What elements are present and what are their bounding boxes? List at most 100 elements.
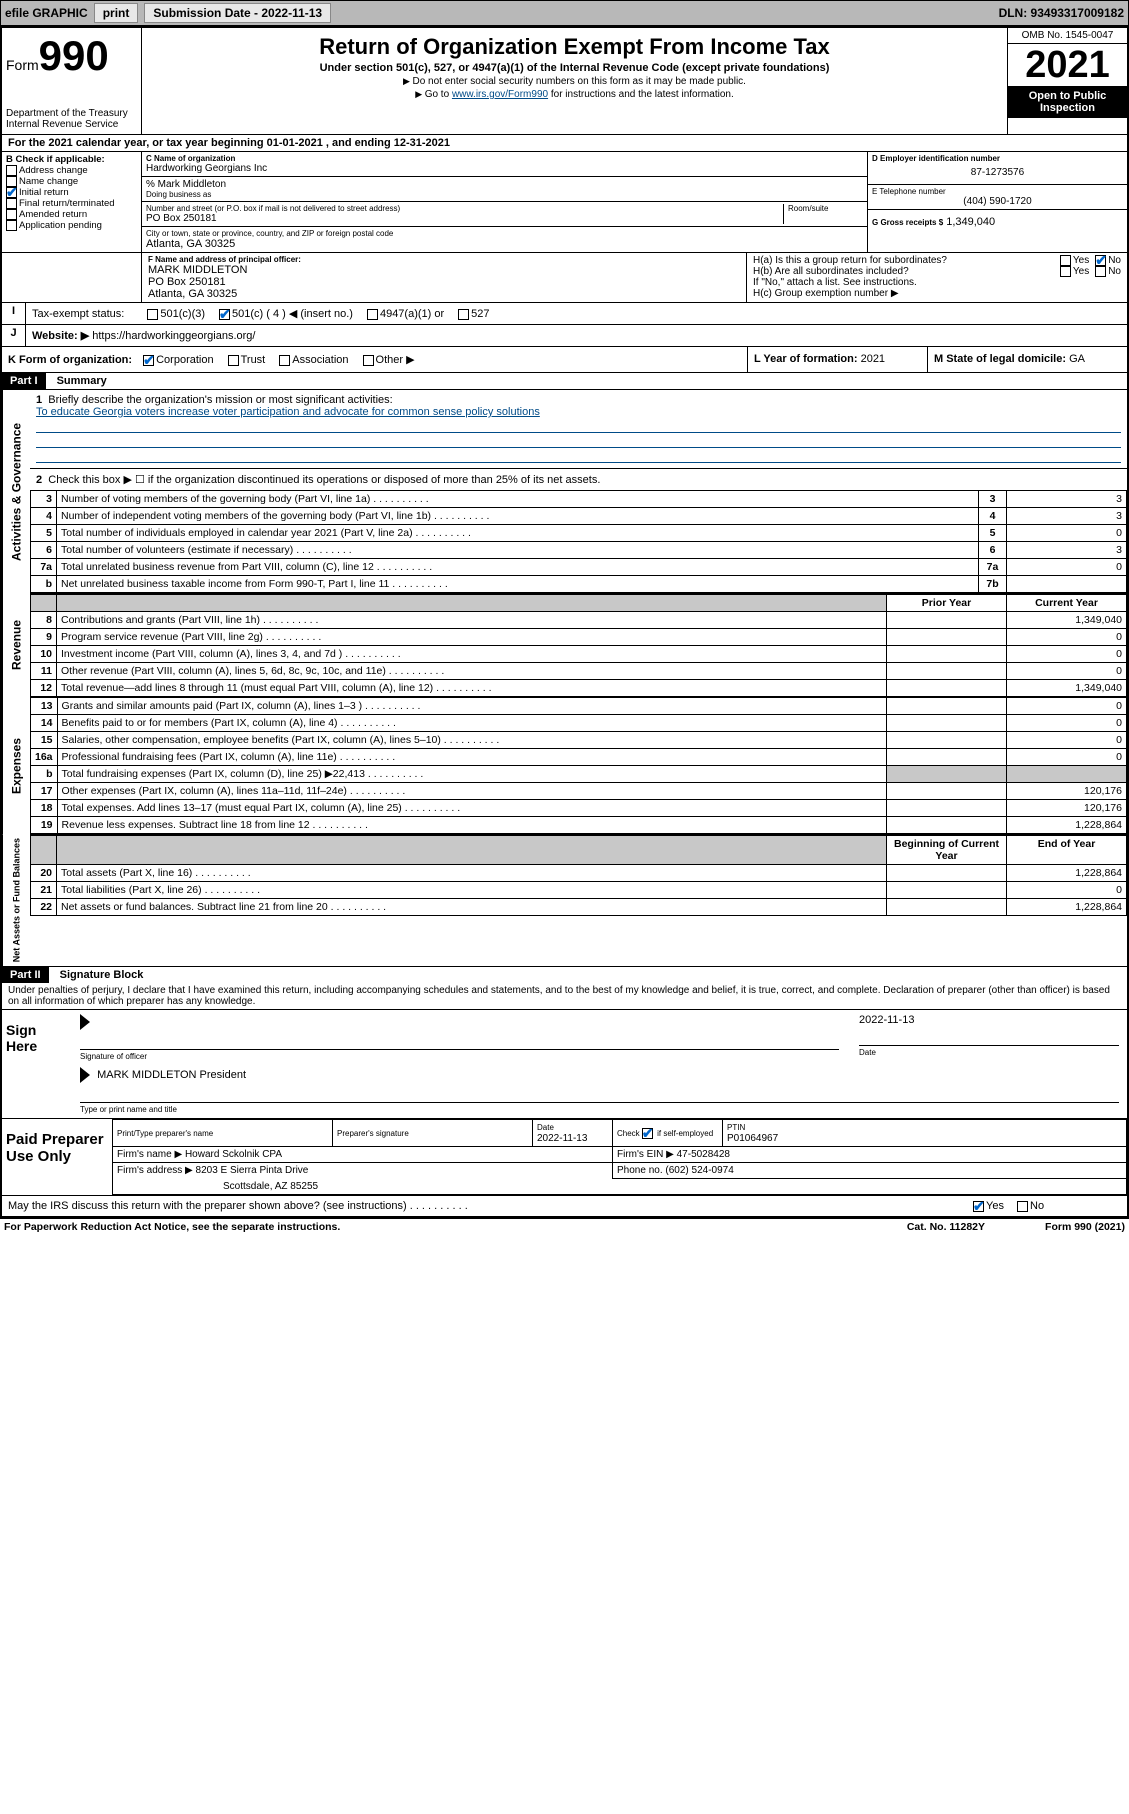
checkbox-icon[interactable]	[6, 220, 17, 231]
irs-link[interactable]: www.irs.gov/Form990	[452, 89, 548, 100]
summary-netassets: Net Assets or Fund Balances Beginning of…	[2, 834, 1127, 967]
checkbox-icon[interactable]	[363, 355, 374, 366]
paid-preparer-label: Paid Preparer Use Only	[2, 1119, 112, 1195]
year-formation-label: L Year of formation:	[754, 353, 858, 365]
form-word: Form	[6, 57, 39, 73]
ha-label: H(a) Is this a group return for subordin…	[753, 255, 1060, 266]
table-row: 16aProfessional fundraising fees (Part I…	[31, 749, 1127, 766]
checkbox-icon[interactable]	[143, 355, 154, 366]
sig-name-label: Type or print name and title	[80, 1105, 1119, 1114]
form-org-option[interactable]: Other ▶	[363, 354, 415, 366]
netassets-table: Beginning of Current YearEnd of Year20To…	[30, 834, 1127, 916]
checkbox-icon[interactable]	[367, 309, 378, 320]
box-b-item[interactable]: Initial return	[6, 187, 137, 198]
mission-label: Briefly describe the organization's miss…	[48, 394, 392, 406]
hb-no-checkbox[interactable]	[1095, 266, 1106, 277]
table-row: 20Total assets (Part X, line 16)1,228,86…	[31, 865, 1127, 882]
submission-date-button[interactable]: Submission Date - 2022-11-13	[144, 3, 331, 23]
sig-date-label: Date	[859, 1048, 1119, 1057]
org-name-label: C Name of organization	[146, 154, 863, 163]
box-b-item[interactable]: Name change	[6, 176, 137, 187]
vlabel-revenue: Revenue	[2, 593, 30, 697]
addr-label: Number and street (or P.O. box if mail i…	[146, 204, 783, 213]
box-b-item[interactable]: Amended return	[6, 209, 137, 220]
efile-topbar: efile GRAPHIC print Submission Date - 20…	[0, 0, 1129, 26]
hc-label: H(c) Group exemption number ▶	[753, 288, 1121, 299]
tax-status-option[interactable]: 4947(a)(1) or	[367, 308, 444, 320]
ein-value: 87-1273576	[872, 163, 1123, 182]
tax-status-option[interactable]: 501(c) ( 4 ) ◀ (insert no.)	[219, 308, 353, 320]
form-org-label: K Form of organization:	[8, 354, 132, 366]
efile-label: efile GRAPHIC	[5, 6, 88, 20]
checkbox-icon[interactable]	[6, 165, 17, 176]
table-row: 13Grants and similar amounts paid (Part …	[31, 698, 1127, 715]
officer-name: MARK MIDDLETON	[148, 264, 740, 276]
gross-label: G Gross receipts $	[872, 218, 943, 227]
print-button[interactable]: print	[94, 3, 139, 23]
table-row: bTotal fundraising expenses (Part IX, co…	[31, 766, 1127, 783]
governance-table: 3Number of voting members of the governi…	[30, 490, 1127, 593]
table-row: 21Total liabilities (Part X, line 26)0	[31, 882, 1127, 899]
checkbox-icon[interactable]	[279, 355, 290, 366]
tax-status-option[interactable]: 527	[458, 308, 489, 320]
checkbox-icon[interactable]	[219, 309, 230, 320]
discuss-yes-checkbox[interactable]	[973, 1201, 984, 1212]
city-value: Atlanta, GA 30325	[146, 238, 863, 250]
form-org-option[interactable]: Association	[279, 354, 348, 366]
hb-label: H(b) Are all subordinates included?	[753, 266, 1060, 277]
checkbox-icon[interactable]	[6, 209, 17, 220]
gross-value: 1,349,040	[946, 216, 995, 228]
cat-no: Cat. No. 11282Y	[907, 1221, 985, 1233]
form-ref: Form 990 (2021)	[1045, 1221, 1125, 1233]
checkbox-icon[interactable]	[6, 198, 17, 209]
vlabel-expenses: Expenses	[2, 697, 30, 834]
phone-label: E Telephone number	[872, 187, 1123, 196]
tax-exempt-label: Tax-exempt status:	[32, 308, 124, 320]
sig-officer-label: Signature of officer	[80, 1052, 839, 1061]
dba-label: Doing business as	[146, 190, 863, 199]
ha-no-checkbox[interactable]	[1095, 255, 1106, 266]
section-bcdefg: B Check if applicable: Address changeNam…	[2, 152, 1127, 253]
hb-yes-checkbox[interactable]	[1060, 266, 1071, 277]
mission-value[interactable]: To educate Georgia voters increase voter…	[36, 406, 540, 418]
year-formation-value: 2021	[861, 353, 885, 365]
table-row: 18Total expenses. Add lines 13–17 (must …	[31, 800, 1127, 817]
sig-date-value: 2022-11-13	[859, 1014, 1119, 1026]
tax-status-option[interactable]: 501(c)(3)	[147, 308, 205, 320]
addr-value: PO Box 250181	[146, 213, 783, 224]
care-of: % Mark Middleton	[146, 179, 863, 190]
part-i-header: Part I Summary	[2, 373, 1127, 390]
self-employed-checkbox[interactable]	[642, 1128, 653, 1139]
table-row: 15Salaries, other compensation, employee…	[31, 732, 1127, 749]
tax-year: 2021	[1008, 44, 1127, 86]
table-row: 22Net assets or fund balances. Subtract …	[31, 899, 1127, 916]
table-row: 7aTotal unrelated business revenue from …	[31, 559, 1127, 576]
table-row: 10Investment income (Part VIII, column (…	[31, 646, 1127, 663]
form-org-option[interactable]: Corporation	[143, 354, 213, 366]
box-b-item[interactable]: Address change	[6, 165, 137, 176]
goto-pre: Go to	[415, 89, 452, 100]
box-klm: K Form of organization: Corporation Trust…	[2, 347, 1127, 373]
box-h: H(a) Is this a group return for subordin…	[747, 253, 1127, 302]
checkbox-icon[interactable]	[147, 309, 158, 320]
checkbox-icon[interactable]	[458, 309, 469, 320]
form-org-option[interactable]: Trust	[228, 354, 266, 366]
summary-expenses: Expenses 13Grants and similar amounts pa…	[2, 697, 1127, 834]
goto-post: for instructions and the latest informat…	[548, 89, 734, 100]
hb-note: If "No," attach a list. See instructions…	[753, 277, 1121, 288]
discuss-no-checkbox[interactable]	[1017, 1201, 1028, 1212]
header-left: Form990 Department of the Treasury Inter…	[2, 28, 142, 134]
ha-yes-checkbox[interactable]	[1060, 255, 1071, 266]
table-row: 19Revenue less expenses. Subtract line 1…	[31, 817, 1127, 834]
section-fh: F Name and address of principal officer:…	[2, 253, 1127, 303]
box-b-item[interactable]: Final return/terminated	[6, 198, 137, 209]
checkbox-icon[interactable]	[228, 355, 239, 366]
header-mid: Return of Organization Exempt From Incom…	[142, 28, 1007, 134]
line-a: For the 2021 calendar year, or tax year …	[2, 135, 1127, 152]
room-label: Room/suite	[788, 204, 863, 213]
checkbox-icon[interactable]	[6, 187, 17, 198]
box-c: C Name of organization Hardworking Georg…	[142, 152, 867, 252]
box-b-item[interactable]: Application pending	[6, 220, 137, 231]
dln-label: DLN: 93493317009182	[999, 6, 1124, 20]
table-row: 9Program service revenue (Part VIII, lin…	[31, 629, 1127, 646]
